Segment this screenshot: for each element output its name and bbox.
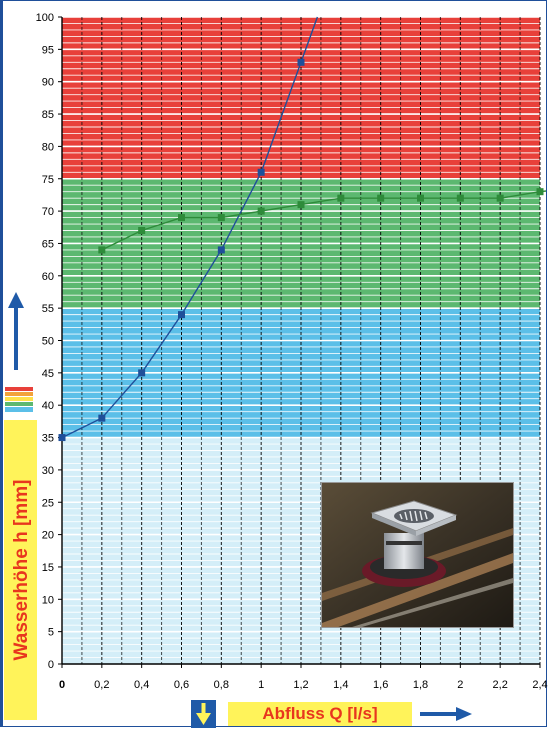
series-0-point — [178, 311, 185, 319]
series-1-point — [178, 214, 185, 222]
y-tick-label: 70 — [42, 206, 54, 218]
band-swatches — [5, 387, 33, 412]
right-arrow-icon — [420, 707, 472, 721]
series — [58, 16, 547, 442]
x-tick-label: 2 — [457, 679, 463, 691]
series-0-point — [297, 58, 305, 66]
y-tick-label: 30 — [42, 465, 54, 477]
series-1-point — [536, 188, 544, 196]
x-tick-label: 0,2 — [94, 679, 109, 691]
x-tick-label: 1,4 — [333, 679, 348, 691]
x-tick-label: 1,8 — [413, 679, 428, 691]
y-tick-label: 0 — [48, 659, 54, 671]
x-tick-label: 2,4 — [532, 679, 547, 691]
series-0-point — [58, 434, 66, 442]
series-1-point — [377, 194, 385, 202]
series-1-point — [138, 227, 146, 235]
x-tick-label: 0 — [59, 679, 65, 691]
x-tick-label: 1,6 — [373, 679, 388, 691]
y-tick-label: 15 — [42, 562, 54, 574]
y-tick-label: 75 — [42, 174, 54, 186]
y-tick-label: 80 — [42, 141, 54, 153]
down-arrow-icon — [196, 703, 211, 725]
x-tick-label: 0,4 — [134, 679, 149, 691]
axes — [58, 16, 541, 668]
series-1-point — [456, 194, 464, 202]
y-tick-label: 5 — [48, 627, 54, 639]
x-axis-label: Abfluss Q [l/s] — [262, 704, 378, 723]
tick-labels: 0510152025303540455055606570758085909510… — [36, 12, 548, 691]
series-0-point — [257, 168, 265, 176]
series-1-point — [297, 201, 305, 209]
y-tick-label: 95 — [42, 44, 54, 56]
series-line-0 — [61, 16, 319, 439]
y-axis-label-box — [4, 420, 37, 720]
series-1-point — [337, 194, 345, 202]
y-tick-label: 50 — [42, 336, 54, 348]
y-tick-label: 90 — [42, 77, 54, 89]
x-tick-label: 0,6 — [174, 679, 189, 691]
series-1-point — [98, 246, 106, 254]
series-1-point — [417, 194, 424, 202]
series-0-point — [138, 369, 146, 377]
y-tick-label: 10 — [42, 594, 54, 606]
y-tick-label: 35 — [42, 433, 54, 445]
series-0-point — [98, 414, 106, 422]
y-axis-label: Wasserhöhe h [mm] — [11, 479, 32, 661]
x-tick-label: 1 — [258, 679, 264, 691]
grid — [62, 16, 541, 664]
y-tick-label: 65 — [42, 238, 54, 250]
x-tick-label: 2,2 — [493, 679, 508, 691]
y-tick-label: 100 — [36, 12, 54, 24]
series-1-point — [217, 214, 225, 222]
x-tick-label: 0,8 — [214, 679, 229, 691]
y-tick-label: 85 — [42, 109, 54, 121]
x-tick-label: 1,2 — [293, 679, 308, 691]
series-1-point — [257, 207, 265, 215]
series-0-point — [217, 246, 225, 254]
series-1-point — [496, 194, 504, 202]
x-axis-label-box — [228, 702, 412, 726]
y-tick-label: 45 — [42, 368, 54, 380]
y-tick-label: 55 — [42, 303, 54, 315]
up-arrow-icon — [8, 292, 24, 370]
y-tick-label: 20 — [42, 530, 54, 542]
product-photo — [321, 482, 514, 628]
y-tick-label: 25 — [42, 497, 54, 509]
y-tick-label: 40 — [42, 400, 54, 412]
y-tick-label: 60 — [42, 271, 54, 283]
